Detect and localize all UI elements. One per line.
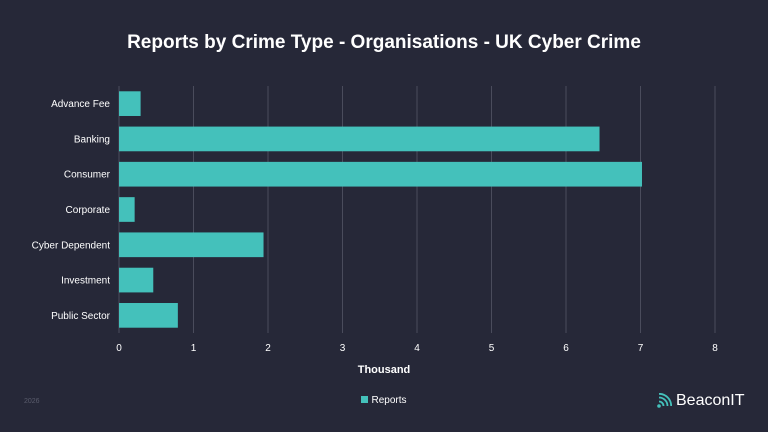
brand-name: BeaconIT xyxy=(676,392,745,409)
category-label: Consumer xyxy=(64,170,111,181)
bar[interactable] xyxy=(119,161,642,187)
year-label: 2026 xyxy=(24,398,40,405)
brand-logo: BeaconIT xyxy=(656,390,744,412)
grid xyxy=(118,86,716,333)
x-tick-label: 2 xyxy=(265,343,271,354)
x-tick-label: 1 xyxy=(191,343,197,354)
x-tick-label: 8 xyxy=(712,343,718,354)
category-label: Corporate xyxy=(66,205,111,216)
legend-swatch xyxy=(361,395,369,403)
legend-label: Reports xyxy=(371,395,407,406)
x-axis-title: Thousand xyxy=(357,364,411,376)
chart-title: Reports by Crime Type - Organisations - … xyxy=(127,32,641,53)
x-tick-label: 7 xyxy=(638,343,644,354)
x-tick-label: 0 xyxy=(116,343,122,354)
category-labels: Advance Fee Banking Consumer Corporate Cyber… xyxy=(32,99,111,322)
x-tick-labels: 0 1 2 3 4 5 6 7 8 xyxy=(116,343,718,354)
category-label: Banking xyxy=(74,134,110,145)
x-tick-label: 4 xyxy=(414,343,420,354)
legend[interactable]: Reports xyxy=(0,395,768,406)
category-label: Cyber Dependent xyxy=(32,240,111,251)
x-tick-label: 6 xyxy=(563,343,569,354)
x-tick-label: 5 xyxy=(489,343,495,354)
bar[interactable] xyxy=(119,91,141,116)
bar[interactable] xyxy=(119,303,178,328)
bars xyxy=(119,91,642,328)
category-label: Investment xyxy=(61,276,110,287)
category-label: Advance Fee xyxy=(51,99,110,110)
category-label: Public Sector xyxy=(51,311,111,322)
bar[interactable] xyxy=(119,126,600,152)
x-tick-label: 3 xyxy=(340,343,346,354)
bar[interactable] xyxy=(119,267,154,293)
bar[interactable] xyxy=(119,232,264,258)
signal-wave-icon xyxy=(657,393,672,408)
bar[interactable] xyxy=(119,197,135,222)
